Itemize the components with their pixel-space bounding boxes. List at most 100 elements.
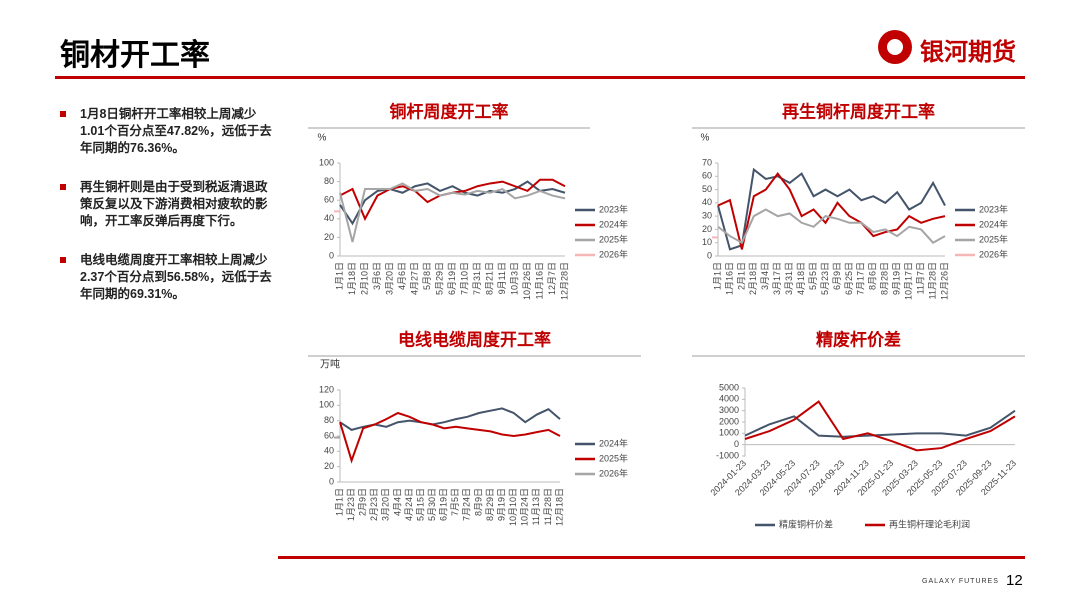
- x-tick-label: 6月9日: [832, 262, 842, 290]
- x-tick-label: 8月29日: [485, 488, 495, 521]
- y-tick-label: 100: [319, 157, 334, 167]
- x-tick-label: 10月24日: [520, 488, 530, 526]
- series-line: [339, 411, 561, 464]
- legend-label: 2026年: [979, 248, 1008, 259]
- x-tick-label: 10月26日: [522, 262, 532, 300]
- x-tick-label: 4月4日: [392, 488, 402, 516]
- x-tick-label: 7月31日: [472, 262, 482, 295]
- footer-rule: [278, 556, 1025, 559]
- y-tick-label: 70: [702, 157, 712, 167]
- header-rule: [55, 76, 1025, 79]
- x-tick-label: 9月19日: [892, 262, 902, 295]
- legend-label: 再生铜杆理论毛利润: [889, 518, 970, 529]
- chart-title: 铜杆周度开工率: [390, 101, 509, 121]
- x-tick-label: 8月9日: [473, 488, 483, 516]
- y-tick-label: 0: [329, 476, 334, 486]
- x-tick-label: 9月11日: [497, 262, 507, 294]
- x-tick-label: 11月7日: [915, 262, 925, 294]
- y-tick-label: 120: [319, 384, 334, 394]
- legend-label: 2023年: [599, 203, 628, 214]
- x-tick-label: 12月18日: [554, 488, 564, 526]
- x-tick-label: 11月13日: [531, 488, 541, 525]
- y-axis-label: %: [318, 133, 327, 144]
- x-tick-label: 5月8日: [422, 262, 432, 290]
- y-tick-label: 60: [324, 430, 334, 440]
- legend-label: 精废铜杆价差: [779, 518, 833, 529]
- x-tick-label: 11月16日: [534, 262, 544, 299]
- x-tick-label: 4月6日: [397, 262, 407, 290]
- y-tick-label: 1000: [719, 428, 739, 438]
- y-tick-label: 2000: [719, 416, 739, 426]
- x-tick-label: 5月29日: [434, 262, 444, 295]
- y-tick-label: 60: [702, 171, 712, 181]
- x-tick-label: 8月21日: [484, 262, 494, 295]
- x-tick-label: 2月9日: [358, 488, 368, 516]
- y-tick-label: 80: [324, 176, 334, 186]
- y-tick-label: 40: [324, 446, 334, 456]
- series-line: [744, 409, 1016, 438]
- y-tick-label: 4000: [719, 394, 739, 404]
- legend-label: 2026年: [599, 467, 628, 478]
- y-tick-label: 0: [707, 250, 712, 260]
- x-tick-label: 6月19日: [447, 262, 457, 295]
- y-tick-label: 0: [329, 250, 334, 260]
- legend-label: 2026年: [599, 248, 628, 259]
- y-tick-label: 40: [324, 213, 334, 223]
- y-tick-label: 3000: [719, 405, 739, 415]
- y-tick-label: 20: [702, 224, 712, 234]
- y-tick-label: 0: [734, 439, 739, 449]
- x-tick-label: 5月23日: [820, 262, 830, 295]
- x-tick-label: 12月28日: [559, 262, 569, 300]
- x-tick-label: 2月23日: [369, 488, 379, 521]
- slide-title: 铜材开工率: [60, 39, 210, 72]
- y-tick-label: 40: [702, 197, 712, 207]
- x-tick-label: 3月4日: [760, 262, 770, 290]
- x-tick-label: 1月23日: [346, 488, 356, 521]
- y-tick-label: 100: [319, 400, 334, 410]
- x-tick-label: 4月24日: [404, 488, 414, 521]
- x-tick-label: 1月16日: [724, 262, 734, 295]
- bullet: 再生铜杆则是由于受到税返清退政策反复以及下游消费相对疲软的影响，开工率反弹后再度…: [60, 179, 275, 230]
- legend-label: 2025年: [599, 233, 628, 244]
- legend-label: 2024年: [979, 218, 1008, 229]
- y-axis-label: 万吨: [320, 358, 340, 371]
- x-tick-label: 8月6日: [868, 262, 878, 290]
- footer-brand: GALAXY FUTURES: [922, 578, 999, 585]
- bullet: 电线电缆周度开工率相较上周减少2.37个百分点到56.58%，远低于去年同期的6…: [60, 252, 275, 303]
- x-tick-label: 6月19日: [439, 488, 449, 521]
- y-tick-label: 30: [702, 211, 712, 221]
- x-tick-label: 9月19日: [496, 488, 506, 521]
- chart-title: 电线电缆周度开工率: [398, 329, 551, 349]
- y-tick-label: 10: [702, 237, 712, 247]
- series-line: [717, 208, 946, 245]
- y-axis-label: %: [701, 133, 710, 144]
- x-tick-label: 6月25日: [844, 262, 854, 295]
- x-tick-label: 3月6日: [372, 262, 382, 290]
- x-tick-label: 1月1日: [334, 488, 344, 516]
- x-tick-label: 1月1日: [334, 262, 344, 290]
- x-tick-label: 12月26日: [939, 262, 949, 300]
- x-tick-label: 5月15日: [415, 488, 425, 521]
- series-line: [717, 167, 946, 251]
- x-tick-label: 7月10日: [459, 262, 469, 295]
- series-line: [339, 182, 566, 243]
- x-tick-label: 3月17日: [772, 262, 782, 295]
- y-tick-label: 5000: [719, 382, 739, 392]
- bullet-list: 1月8日铜杆开工率相较上周减少1.01个百分点至47.82%，远低于去年同期的7…: [60, 106, 275, 325]
- x-tick-label: 10月17日: [904, 262, 914, 300]
- x-tick-label: 4月18日: [796, 262, 806, 295]
- y-tick-label: 50: [702, 184, 712, 194]
- logo-text: 银河期货: [920, 39, 1016, 66]
- x-tick-label: 12月7日: [547, 262, 557, 295]
- x-tick-label: 10月10日: [508, 488, 518, 526]
- series-line: [717, 171, 946, 250]
- y-tick-label: 60: [324, 195, 334, 205]
- legend-label: 2025年: [599, 452, 628, 463]
- x-tick-label: 2月10日: [359, 262, 369, 295]
- x-tick-label: 2月1日: [736, 262, 746, 290]
- series-line: [339, 407, 561, 431]
- x-tick-label: 3月31日: [784, 262, 794, 295]
- y-tick-label: 80: [324, 415, 334, 425]
